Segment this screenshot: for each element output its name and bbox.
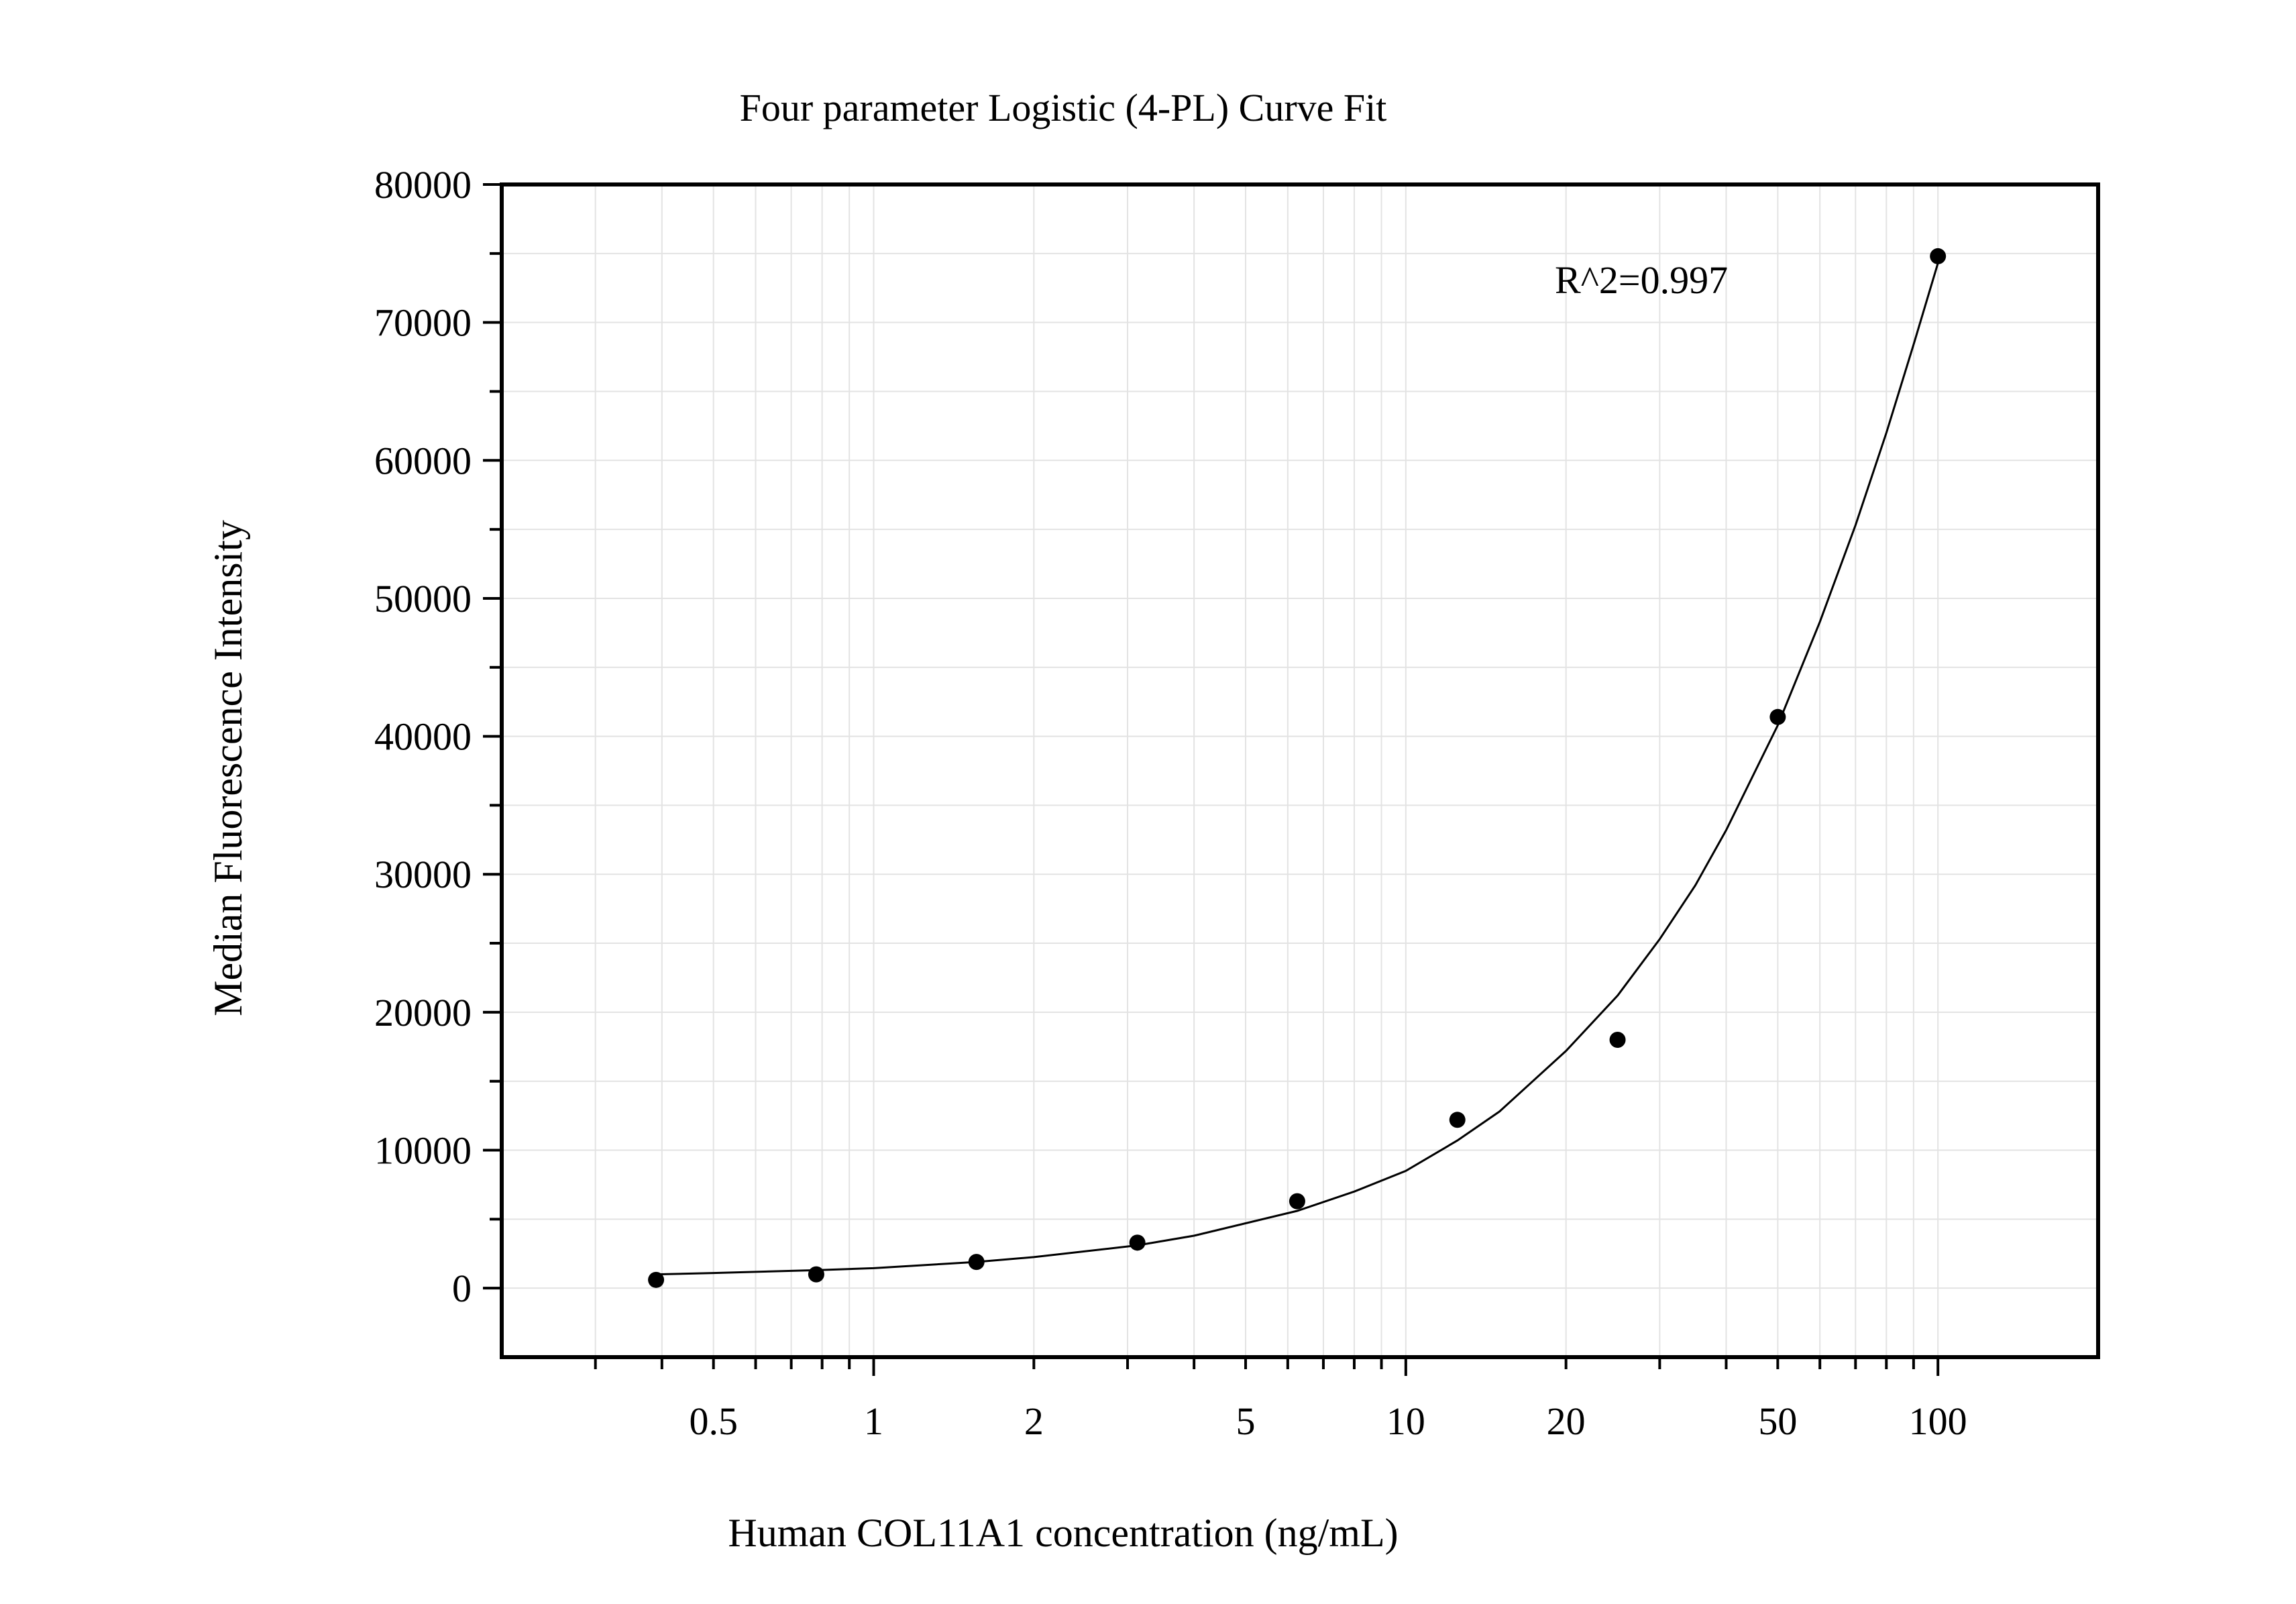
data-points-layer [648, 248, 1947, 1288]
data-point [808, 1266, 824, 1283]
y-tick-label: 0 [452, 1267, 472, 1310]
x-tick-label: 100 [1909, 1399, 1967, 1443]
y-tick-label: 70000 [374, 301, 472, 345]
y-tick-label: 80000 [374, 163, 472, 207]
x-axis-ticks [594, 1357, 1940, 1376]
data-point [968, 1254, 985, 1271]
x-tick-label: 10 [1386, 1399, 1425, 1443]
y-tick-label: 20000 [374, 991, 472, 1034]
y-tick-label: 10000 [374, 1129, 472, 1173]
x-tick-label: 0.5 [689, 1399, 738, 1443]
y-tick-label: 60000 [374, 439, 472, 482]
y-tick-label: 50000 [374, 577, 472, 621]
fit-curve-line [656, 262, 1939, 1276]
data-point [1289, 1193, 1305, 1210]
x-tick-label: 2 [1024, 1399, 1044, 1443]
data-point [648, 1271, 665, 1288]
x-tick-label: 5 [1236, 1399, 1256, 1443]
fit-curve-layer [656, 262, 1939, 1276]
x-tick-label: 20 [1547, 1399, 1586, 1443]
y-axis-ticks [483, 183, 502, 1290]
grid-lines [502, 184, 2098, 1357]
chart-title: Four parameter Logistic (4-PL) Curve Fit [740, 86, 1387, 129]
plot-frame [500, 182, 2100, 1359]
y-tick-label: 30000 [374, 853, 472, 896]
data-point [1609, 1032, 1626, 1049]
x-axis-label: Human COL11A1 concentration (ng/mL) [728, 1511, 1398, 1555]
x-tick-label: 1 [864, 1399, 883, 1443]
y-tick-label: 40000 [374, 715, 472, 759]
data-point [1129, 1234, 1146, 1251]
data-point [1449, 1112, 1466, 1128]
r-squared-annotation: R^2=0.997 [1555, 258, 1728, 302]
x-axis-tick-labels: 0.5 1 2 5 10 20 50 100 [689, 1399, 1967, 1443]
y-axis-tick-labels: 0 10000 20000 30000 40000 50000 60000 70000 8000… [374, 163, 472, 1310]
data-point [1769, 708, 1786, 725]
x-tick-label: 50 [1758, 1399, 1797, 1443]
y-axis-label: Median Fluorescence Intensity [206, 520, 250, 1016]
data-point [1930, 248, 1947, 264]
